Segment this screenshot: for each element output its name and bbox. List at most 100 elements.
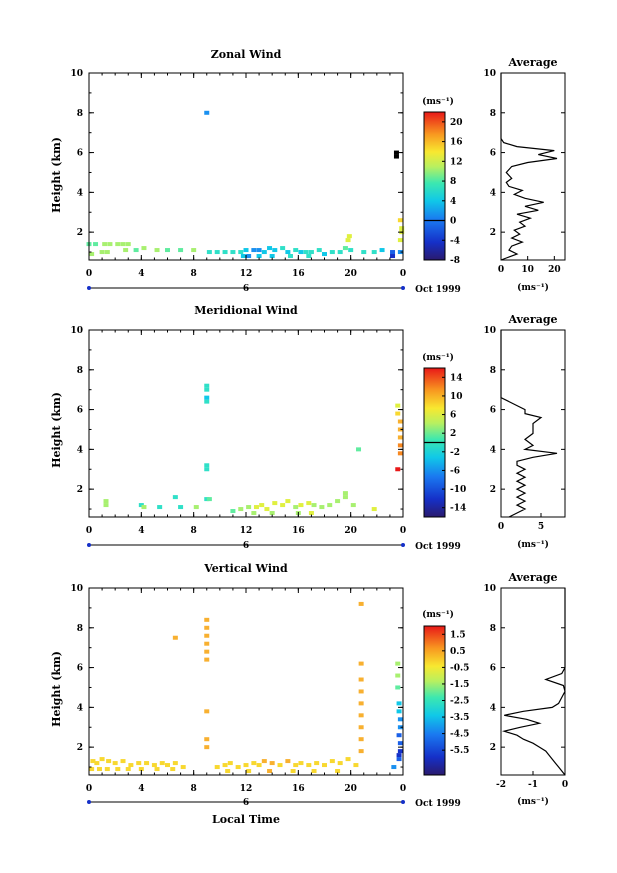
vertical-cell — [358, 725, 364, 730]
zonal-ytick-label: 10 — [70, 69, 83, 79]
zonal-average-ytick-label: 6 — [490, 149, 496, 159]
vertical-cell — [204, 709, 210, 714]
meridional-cell — [280, 503, 286, 508]
zonal-cell — [99, 250, 105, 255]
vertical-cell — [180, 765, 186, 770]
vertical-average-ytick-label: 2 — [490, 743, 496, 753]
meridional-cell — [204, 387, 210, 392]
zonal-cell — [322, 252, 327, 257]
zonal-xtick-label: 4 — [138, 269, 144, 279]
vertical-cell — [204, 649, 210, 654]
zonal-cell — [206, 250, 212, 255]
meridional-cell — [342, 491, 348, 496]
meridional-xtick-label: 0 — [86, 526, 92, 536]
vertical-colorbar-label: -5.5 — [450, 746, 469, 756]
zonal-cell — [287, 254, 293, 259]
meridional-cell — [204, 395, 210, 400]
vertical-colorbar-label: 1.5 — [450, 630, 466, 640]
vertical-average-frame — [500, 587, 566, 776]
zonal-cell — [256, 248, 262, 253]
meridional-cell — [141, 505, 147, 510]
meridional-average-ytick-label: 6 — [490, 406, 496, 416]
zonal-cell — [308, 250, 314, 255]
vertical-ytick-label: 8 — [77, 624, 83, 634]
zonal-cell — [93, 242, 99, 247]
vertical-average-ytick-label: 10 — [483, 584, 496, 594]
meridional-cell — [327, 503, 333, 508]
zonal-cell — [120, 242, 126, 247]
meridional-ylabel: Height (km) — [50, 392, 63, 468]
vertical-average-xtick-label: -2 — [496, 780, 506, 790]
zonal-cell — [379, 248, 385, 253]
zonal-xtick-label: 12 — [240, 269, 253, 279]
zonal-cell — [269, 254, 275, 259]
vertical-cell — [172, 635, 178, 640]
meridional-average-ytick-label: 10 — [483, 326, 496, 336]
zonal-title: Zonal Wind — [211, 48, 282, 61]
meridional-average-xtick-label: 0 — [498, 522, 504, 532]
zonal-average-title: Average — [507, 56, 557, 69]
meridional-heatmap: 0 4 8 12 16 20 0 2 4 6 8 10 — [70, 326, 406, 536]
zonal-cell — [397, 218, 403, 223]
meridional-cell — [178, 505, 184, 510]
meridional-cell — [204, 497, 210, 502]
zonal-xtick-label: 16 — [292, 269, 305, 279]
zonal-colorbar: 20 16 12 8 4 0 -4 -8 — [423, 111, 463, 266]
zonal-average-line — [500, 73, 558, 261]
meridional-cell — [204, 399, 210, 404]
zonal-cell — [345, 238, 351, 243]
vertical-cell — [172, 761, 178, 766]
zonal-average-ytick-label: 2 — [490, 228, 496, 238]
vertical-cell — [397, 717, 403, 722]
meridional-cell — [230, 509, 236, 514]
vertical-cell — [322, 763, 327, 768]
zonal-cell — [293, 248, 299, 253]
vertical-cell — [138, 767, 144, 772]
vertical-cell — [395, 661, 401, 666]
meridional-cell — [397, 451, 403, 456]
vertical-cell — [269, 761, 275, 766]
vertical-day-bar: 6 — [87, 798, 405, 808]
vertical-average-ytick-label: 4 — [490, 703, 496, 713]
vertical-xtick-label: 12 — [240, 784, 253, 794]
meridional-cell — [157, 505, 163, 510]
vertical-cell — [306, 763, 312, 768]
meridional-ytick-label: 4 — [77, 445, 83, 455]
meridional-cell — [204, 463, 210, 468]
meridional-colorbar-label: -6 — [450, 466, 460, 476]
meridional-plot-frame — [88, 329, 404, 518]
vertical-cell — [151, 763, 157, 768]
zonal-average-profile: 2 4 6 8 10 0 10 20 — [483, 69, 566, 275]
vertical-colorbar-label: -2.5 — [450, 697, 469, 707]
zonal-cell — [89, 252, 95, 257]
meridional-cell — [272, 501, 278, 506]
vertical-cell — [243, 763, 249, 768]
vertical-cell — [222, 763, 228, 768]
vertical-cell — [235, 765, 241, 770]
zonal-average-ytick-label: 10 — [483, 69, 496, 79]
meridional-date-label: Oct 1999 — [415, 542, 461, 552]
vertical-cell — [311, 769, 317, 774]
vertical-cell — [165, 763, 170, 768]
vertical-ytick-label: 4 — [77, 703, 83, 713]
vertical-cell — [246, 769, 252, 774]
vertical-title: Vertical Wind — [203, 562, 288, 575]
vertical-cell — [329, 759, 335, 764]
vertical-xtick-label: 16 — [292, 784, 305, 794]
meridional-cell — [395, 467, 401, 472]
vertical-cell — [256, 763, 262, 768]
meridional-cell — [238, 507, 244, 512]
zonal-cell — [246, 254, 252, 259]
vertical-average-ytick-label: 8 — [490, 624, 496, 634]
meridional-average-frame — [500, 329, 566, 518]
vertical-cell — [89, 767, 95, 772]
vertical-cell — [204, 745, 210, 750]
zonal-heatmap: 0 4 8 12 16 20 0 2 4 6 8 10 — [70, 69, 406, 279]
zonal-cell — [133, 248, 139, 253]
vertical-cell — [358, 737, 364, 742]
zonal-cell — [342, 246, 348, 251]
zonal-cell — [397, 238, 403, 243]
